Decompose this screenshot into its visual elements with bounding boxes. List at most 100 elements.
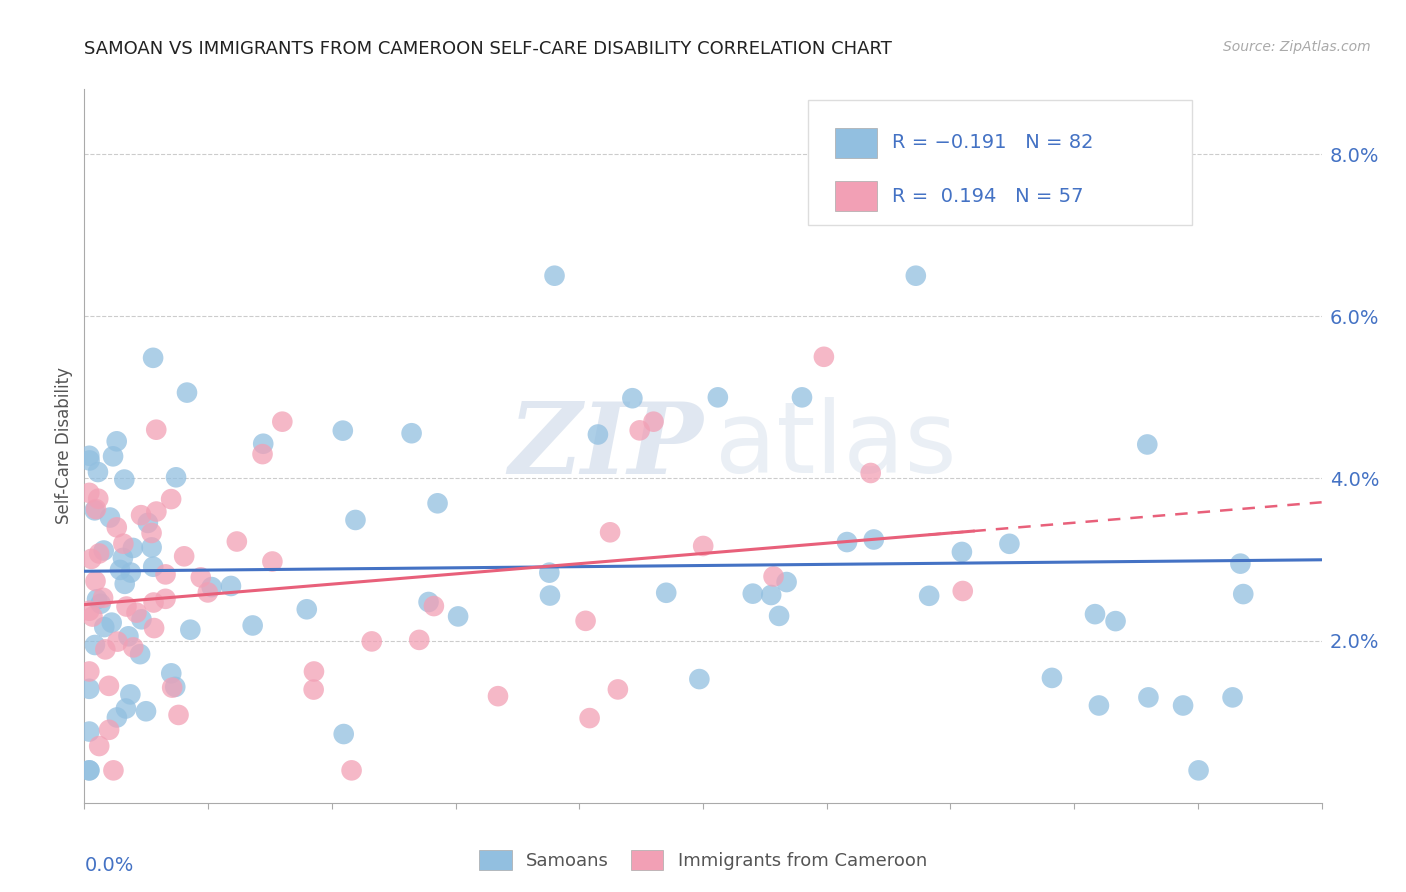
Point bbox=[107, 634, 129, 648]
Point bbox=[84, 574, 107, 589]
Point bbox=[165, 680, 187, 694]
Point bbox=[83, 503, 105, 517]
Point bbox=[79, 764, 101, 778]
Point bbox=[426, 496, 449, 510]
Point bbox=[252, 436, 274, 450]
Point bbox=[688, 672, 710, 686]
Point bbox=[176, 385, 198, 400]
Point bbox=[447, 609, 470, 624]
Point bbox=[142, 351, 165, 365]
Point bbox=[145, 504, 167, 518]
Point bbox=[707, 390, 730, 404]
Point bbox=[340, 764, 363, 778]
Point bbox=[1040, 671, 1063, 685]
Point bbox=[105, 520, 128, 534]
Point bbox=[262, 554, 284, 568]
Point bbox=[242, 618, 264, 632]
Point bbox=[332, 727, 354, 741]
Legend: Samoans, Immigrants from Cameroon: Samoans, Immigrants from Cameroon bbox=[470, 840, 936, 880]
Point bbox=[129, 508, 152, 523]
Point bbox=[84, 638, 107, 652]
Point bbox=[360, 634, 382, 648]
Point bbox=[201, 580, 224, 594]
Point bbox=[586, 427, 609, 442]
Point bbox=[401, 426, 423, 441]
Point bbox=[103, 764, 125, 778]
Point bbox=[578, 711, 600, 725]
Point bbox=[813, 350, 835, 364]
Point bbox=[141, 526, 163, 541]
Y-axis label: Self-Care Disability: Self-Care Disability bbox=[55, 368, 73, 524]
Point bbox=[145, 423, 167, 437]
Point bbox=[108, 563, 131, 577]
Point bbox=[768, 608, 790, 623]
Point bbox=[621, 391, 644, 405]
Point bbox=[599, 525, 621, 540]
Point bbox=[98, 723, 121, 737]
FancyBboxPatch shape bbox=[835, 128, 877, 158]
Point bbox=[160, 681, 183, 695]
Point bbox=[219, 579, 242, 593]
Point bbox=[120, 566, 142, 580]
Point bbox=[155, 591, 177, 606]
Point bbox=[1137, 690, 1160, 705]
Point bbox=[105, 434, 128, 449]
Point bbox=[775, 575, 797, 590]
Point bbox=[165, 470, 187, 484]
Point bbox=[82, 609, 104, 624]
Point bbox=[904, 268, 927, 283]
Text: SAMOAN VS IMMIGRANTS FROM CAMEROON SELF-CARE DISABILITY CORRELATION CHART: SAMOAN VS IMMIGRANTS FROM CAMEROON SELF-… bbox=[84, 40, 893, 58]
Point bbox=[332, 424, 354, 438]
Point bbox=[741, 587, 763, 601]
Point bbox=[84, 502, 107, 516]
Point bbox=[538, 566, 561, 580]
Point bbox=[173, 549, 195, 564]
Point bbox=[408, 632, 430, 647]
Point bbox=[486, 689, 509, 703]
Text: Source: ZipAtlas.com: Source: ZipAtlas.com bbox=[1223, 40, 1371, 54]
Point bbox=[197, 585, 219, 599]
Point bbox=[79, 449, 101, 463]
Point bbox=[142, 559, 165, 574]
Point bbox=[418, 595, 440, 609]
Point bbox=[1232, 587, 1254, 601]
Point bbox=[606, 682, 628, 697]
Point bbox=[79, 681, 101, 696]
Point bbox=[1136, 437, 1159, 451]
Point bbox=[344, 513, 367, 527]
Point bbox=[86, 592, 108, 607]
Point bbox=[790, 390, 813, 404]
Point bbox=[302, 665, 325, 679]
Point bbox=[160, 666, 183, 681]
Point bbox=[655, 586, 678, 600]
Point bbox=[143, 621, 166, 635]
Point bbox=[543, 268, 565, 283]
Point bbox=[167, 708, 190, 723]
FancyBboxPatch shape bbox=[808, 100, 1192, 225]
Point bbox=[100, 615, 122, 630]
Point bbox=[93, 620, 115, 634]
Point bbox=[79, 453, 101, 467]
Point bbox=[98, 510, 121, 524]
Point bbox=[692, 539, 714, 553]
FancyBboxPatch shape bbox=[835, 181, 877, 211]
Point bbox=[1088, 698, 1111, 713]
Point bbox=[271, 415, 294, 429]
Point bbox=[97, 679, 120, 693]
Point bbox=[1229, 557, 1251, 571]
Point bbox=[117, 629, 139, 643]
Text: R = −0.191   N = 82: R = −0.191 N = 82 bbox=[893, 133, 1094, 153]
Point bbox=[129, 647, 152, 661]
Point bbox=[643, 415, 665, 429]
Point bbox=[112, 473, 135, 487]
Point bbox=[1222, 690, 1244, 705]
Point bbox=[93, 543, 115, 558]
Point bbox=[574, 614, 596, 628]
Point bbox=[94, 642, 117, 657]
Point bbox=[1084, 607, 1107, 622]
Point bbox=[111, 550, 134, 565]
Point bbox=[950, 545, 973, 559]
Point bbox=[538, 589, 561, 603]
Point bbox=[89, 739, 111, 753]
Point bbox=[423, 599, 446, 613]
